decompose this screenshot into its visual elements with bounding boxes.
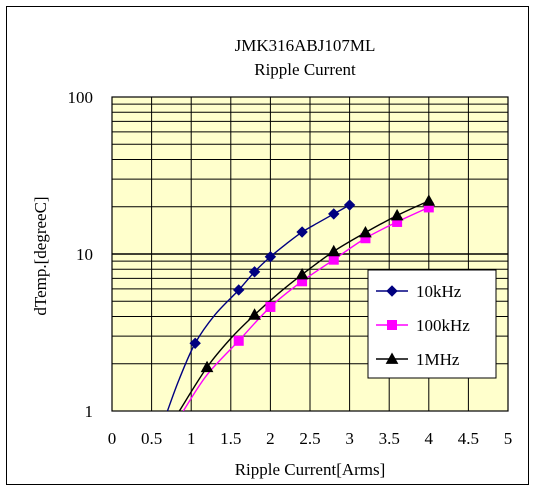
y-tick-label: 1 [85,402,94,421]
y-tick-labels: 1 10 100 [68,88,94,421]
data-point-10khz [296,226,308,238]
chart-title: JMK316ABJ107ML [235,36,376,55]
x-tick-label: 3 [345,429,354,448]
data-point-10khz [328,208,340,220]
x-tick-label: 2.5 [299,429,320,448]
data-point-1mhz [422,194,436,206]
x-tick-label: 4.5 [458,429,479,448]
x-tick-label: 0.5 [141,429,162,448]
data-point-1mhz [200,360,214,373]
data-point-1mhz [327,244,341,257]
y-tick-label: 100 [68,88,94,107]
legend-label-10khz: 10kHz [416,282,462,301]
series-line-1mhz [178,200,430,411]
data-point-10khz [248,266,261,278]
data-point-100khz [233,335,244,346]
y-tick-label: 10 [76,245,93,264]
data-point-100khz [328,254,339,265]
chart-frame [6,6,529,485]
x-tick-label: 4 [425,429,434,448]
data-point-1mhz [295,268,309,280]
data-point-10khz [264,251,277,263]
legend: 10kHz 100kHz 1MHz [367,269,497,379]
data-point-1mhz [359,226,372,238]
chart-subtitle: Ripple Current [254,60,356,79]
plot-border [111,96,509,412]
x-tick-label: 1.5 [220,429,241,448]
data-point-10khz [189,337,201,349]
legend-marker-10khz [386,285,398,297]
data-point-1mhz [390,208,404,221]
x-tick-labels: 0 0.5 1 1.5 2 2.5 3 3.5 4 4.5 5 [108,429,513,448]
x-axis-label: Ripple Current[Arms] [235,460,386,479]
x-tick-label: 0 [108,429,117,448]
legend-marker-1mhz [385,352,399,364]
x-tick-label: 3.5 [379,429,400,448]
x-tick-label: 5 [504,429,513,448]
legend-label-1mhz: 1MHz [416,350,460,369]
data-point-100khz [265,301,276,312]
x-tick-label: 2 [266,429,275,448]
series-markers [189,194,436,373]
data-point-10khz [343,199,356,211]
data-point-1mhz [248,308,261,320]
x-tick-label: 1 [187,429,196,448]
data-point-10khz [233,284,245,296]
legend-marker-100khz [387,320,397,330]
y-axis-label: dTemp.[degreeC] [31,196,50,315]
legend-label-100khz: 100kHz [416,316,470,335]
